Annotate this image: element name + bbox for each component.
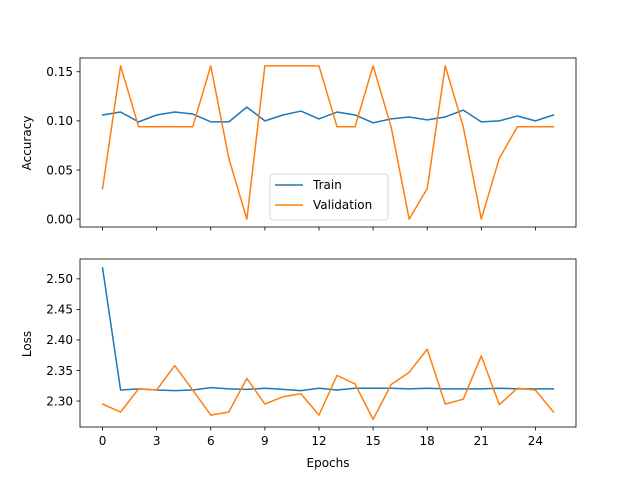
series-line-validation (101, 348, 555, 421)
loss-y-axis-label: Loss (20, 331, 34, 357)
x-tick-label: 18 (420, 434, 435, 448)
accuracy-y-axis-label: Accuracy (20, 116, 34, 171)
y-tick-label: 0.10 (46, 114, 73, 128)
x-tick-label: 12 (311, 434, 326, 448)
x-tick-label: 3 (153, 434, 161, 448)
loss-x-ticks: 0 3 6 9 12 15 18 21 24 (99, 427, 543, 448)
accuracy-panel: Accuracy 0.00 0.05 0.10 0.15 Train Validati… (20, 57, 577, 231)
loss-y-ticks: 2.30 2.35 2.40 2.45 2.50 (46, 272, 80, 408)
y-tick-label: 2.40 (46, 333, 73, 347)
y-tick-label: 2.35 (46, 364, 73, 378)
y-tick-label: 2.45 (46, 303, 73, 317)
series-line-validation (101, 65, 555, 220)
y-tick-label: 0.00 (46, 212, 73, 226)
y-tick-label: 0.05 (46, 163, 73, 177)
loss-axes-frame (79, 258, 577, 428)
series-line-train (101, 267, 555, 392)
x-tick-label: 9 (261, 434, 269, 448)
series-line-train (101, 106, 555, 124)
accuracy-axes-frame (79, 57, 577, 228)
accuracy-x-ticks (102, 227, 536, 231)
x-tick-label: 0 (99, 434, 107, 448)
accuracy-y-ticks: 0.00 0.05 0.10 0.15 (46, 65, 80, 226)
loss-panel: Loss 2.30 2.35 2.40 2.45 2.50 0 3 6 9 12 15 18 21 24… (20, 258, 577, 470)
y-tick-label: 0.15 (46, 65, 73, 79)
legend-label-validation: Validation (313, 198, 372, 212)
legend-label-train: Train (312, 178, 342, 192)
x-tick-label: 24 (528, 434, 543, 448)
x-tick-label: 21 (474, 434, 489, 448)
x-tick-label: 15 (365, 434, 380, 448)
y-tick-label: 2.50 (46, 272, 73, 286)
y-tick-label: 2.30 (46, 394, 73, 408)
loss-series-lines (101, 267, 555, 421)
x-tick-label: 6 (207, 434, 215, 448)
loss-x-axis-label: Epochs (307, 456, 350, 470)
accuracy-series-lines (101, 65, 555, 220)
accuracy-legend: Train Validation (269, 173, 389, 221)
